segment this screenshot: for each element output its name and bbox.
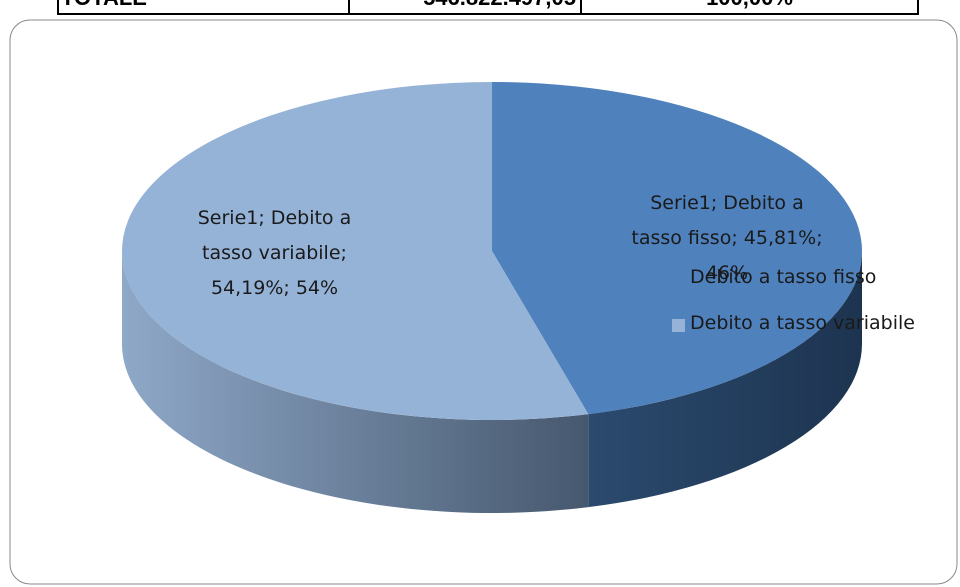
slice (122, 82, 589, 420)
cell-text: TOTALE (61, 0, 147, 9)
data-label: Serie1; Debito a tasso variabile; 54,19%… (197, 207, 352, 299)
pie (121, 82, 863, 513)
slice (492, 82, 863, 415)
table-row: TOTALE 546.822.497,05 100,00% (57, 0, 919, 15)
cell: 546.822.497,05 (350, 0, 582, 13)
slice-side (121, 251, 589, 513)
cell-text: 100,00% (582, 0, 917, 9)
cell: 100,00% (582, 0, 917, 13)
slice-side (588, 251, 862, 508)
legend-label: Debito a tasso fisso (690, 266, 877, 288)
legend-swatch (672, 319, 685, 332)
data-label: Serie1; Debito a tasso fisso; 45,81%; 46… (631, 192, 823, 284)
legend-swatch (672, 273, 685, 286)
cell: TOTALE (59, 0, 350, 13)
legend-label: Debito a tasso variabile (690, 312, 915, 334)
cell-text: 546.822.497,05 (423, 0, 576, 9)
